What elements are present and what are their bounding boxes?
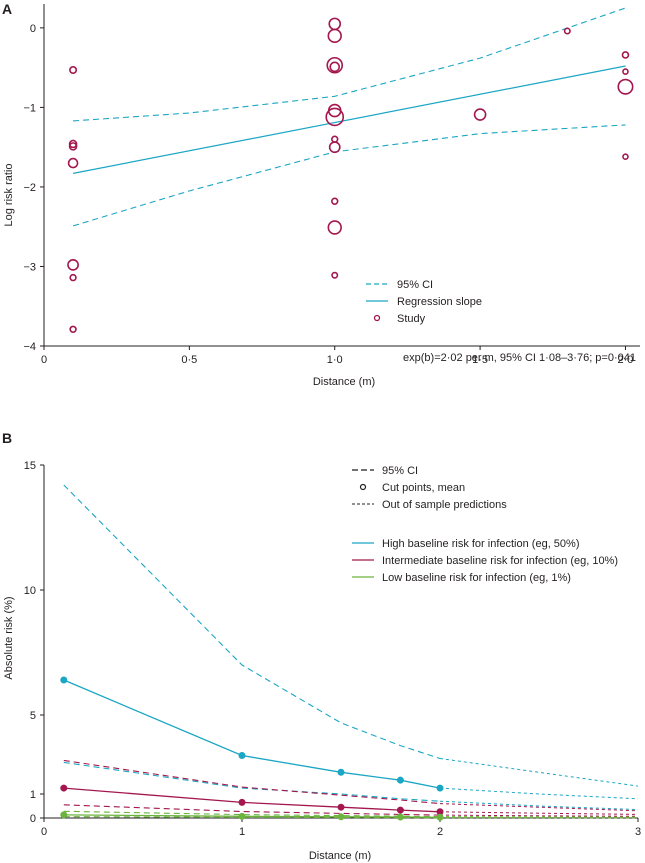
study-marker xyxy=(331,271,339,279)
low-cut-point-marker xyxy=(396,813,404,821)
legend-ci-label: 95% CI xyxy=(397,279,433,291)
intermediate-cut-point-marker xyxy=(60,784,68,792)
high-ci-upper-extrapolation xyxy=(439,758,639,787)
high-ci-lower-line xyxy=(63,761,441,802)
intermediate-ci-upper-extrapolation xyxy=(439,803,639,812)
panel-b-x-tick-label: 0 xyxy=(41,826,47,838)
panel-a-letter: A xyxy=(2,1,12,17)
study-marker xyxy=(67,157,79,169)
study-marker xyxy=(68,142,78,151)
study-marker xyxy=(69,325,77,333)
panel-a-x-tick-label: 1·5 xyxy=(472,354,488,366)
intermediate-mean-extrapolation xyxy=(439,811,639,815)
panel-b-y-tick-label: 5 xyxy=(30,710,36,722)
panel-b-y-tick-label: 1 xyxy=(30,789,36,801)
panel-b-y-tick-label: 10 xyxy=(24,585,36,597)
high-cut-point-marker xyxy=(396,776,404,784)
legend-b-outofsample-label: Out of sample predictions xyxy=(382,499,507,511)
intermediate-ci-lower-line xyxy=(63,804,441,816)
high-cut-point-marker xyxy=(337,768,345,776)
low-cut-point-marker xyxy=(60,811,68,819)
legend-b-cutpoints-swatch xyxy=(359,483,367,491)
legend-b-low-label: Low baseline risk for infection (eg, 1%) xyxy=(382,572,571,584)
panel-a-x-tick-label: 0 xyxy=(41,354,47,366)
panel-a-regression-line xyxy=(72,65,626,174)
intermediate-cut-point-marker xyxy=(337,803,345,811)
study-marker xyxy=(67,258,79,271)
study-marker xyxy=(326,56,344,74)
panel-b-x-tick-label: 3 xyxy=(635,826,641,838)
low-cut-point-marker xyxy=(436,813,444,821)
study-marker xyxy=(328,141,341,154)
intermediate-ci-upper-line xyxy=(63,759,441,805)
study-marker xyxy=(325,107,345,127)
low-mean-line xyxy=(63,814,441,818)
panel-a-annotation: exp(b)=2·02 per m, 95% CI 1·08–3·76; p=0… xyxy=(403,352,636,364)
panel-a-legend: 95% CI Regression slope Study xyxy=(366,279,482,325)
intermediate-cut-point-marker xyxy=(238,798,246,806)
panel-b-x-tick-label: 2 xyxy=(437,826,443,838)
high-ci-lower-extrapolation xyxy=(439,800,639,811)
high-ci-upper-line xyxy=(63,484,441,760)
panel-a-y-tick-label: −4 xyxy=(23,341,36,353)
legend-regression-label: Regression slope xyxy=(397,296,482,308)
panel-b-letter: B xyxy=(2,430,12,446)
study-marker xyxy=(622,153,629,161)
panel-b-y-axis-label: Absolute risk (%) xyxy=(3,596,15,679)
legend-study-label: Study xyxy=(397,313,426,325)
panel-a-chart: 0 −1 −2 −3 −4 0 0·5 1·0 1·5 2·0 xyxy=(23,4,640,366)
panel-b-x-tick-label: 1 xyxy=(239,826,245,838)
panel-a-x-axis-label: Distance (m) xyxy=(313,376,375,388)
high-cut-point-marker xyxy=(436,784,444,792)
panel-a-y-tick-label: −2 xyxy=(23,182,36,194)
panel-b-y-tick-label: 0 xyxy=(30,813,36,825)
low-cut-point-marker xyxy=(238,812,246,820)
panel-a-ci-upper-line xyxy=(73,7,626,122)
high-cut-point-marker xyxy=(60,676,68,684)
study-marker xyxy=(473,108,487,121)
study-marker xyxy=(563,27,571,35)
study-marker xyxy=(327,103,342,118)
high-cut-point-marker xyxy=(238,751,246,759)
panel-b-x-axis-label: Distance (m) xyxy=(309,850,371,862)
study-marker xyxy=(329,61,341,73)
high-mean-line xyxy=(63,679,441,789)
legend-study-swatch xyxy=(373,314,381,322)
panel-a-y-tick-label: −1 xyxy=(23,102,36,114)
low-cut-point-marker xyxy=(337,813,345,821)
study-marker xyxy=(69,273,77,282)
study-marker xyxy=(331,197,339,205)
legend-b-ci-label: 95% CI xyxy=(382,465,418,477)
intermediate-cut-point-marker xyxy=(396,806,404,814)
study-marker xyxy=(622,68,629,75)
study-marker xyxy=(327,220,342,235)
panel-a-ci-lower-line xyxy=(72,124,626,227)
study-marker xyxy=(621,51,630,59)
intermediate-mean-line xyxy=(63,787,441,813)
panel-b-legend: 95% CI Cut points, mean Out of sample pr… xyxy=(352,465,618,584)
high-mean-extrapolation xyxy=(439,787,639,800)
panel-a-y-tick-label: 0 xyxy=(30,23,36,35)
legend-b-intermediate-label: Intermediate baseline risk for infection… xyxy=(382,555,618,567)
study-marker xyxy=(69,66,78,75)
study-marker xyxy=(328,17,342,31)
panel-a-x-tick-label: 0·5 xyxy=(181,354,197,366)
panel-b-y-tick-label: 15 xyxy=(24,460,36,472)
panel-a-x-tick-label: 1·0 xyxy=(327,354,343,366)
panel-a-y-tick-label: −3 xyxy=(23,261,36,273)
study-marker xyxy=(617,78,634,95)
legend-b-high-label: High baseline risk for infection (eg, 50… xyxy=(382,538,579,550)
legend-b-cutpoints-label: Cut points, mean xyxy=(382,482,465,494)
panel-a-x-tick-label: 2·0 xyxy=(618,354,634,366)
study-marker xyxy=(331,135,339,143)
study-marker xyxy=(327,28,342,44)
intermediate-ci-lower-extrapolation xyxy=(439,814,639,817)
panel-a-y-axis-label: Log risk ratio xyxy=(3,164,15,227)
